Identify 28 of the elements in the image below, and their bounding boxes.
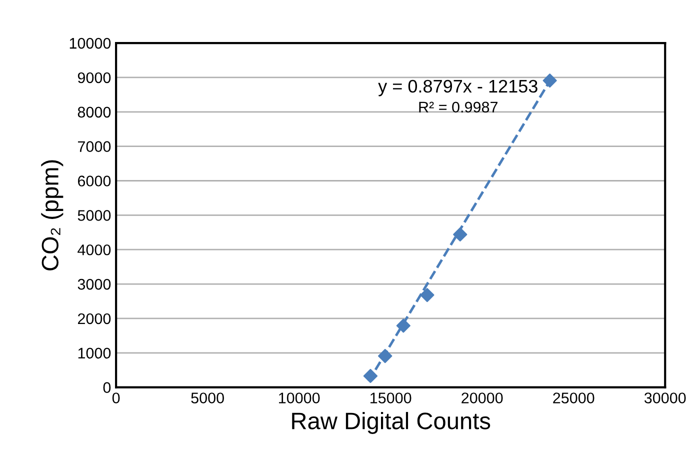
y-tick-label: 0 — [103, 382, 111, 393]
y-tick-label: 10000 — [70, 38, 111, 49]
point — [453, 227, 468, 242]
x-tick-label: 5000 — [191, 392, 224, 404]
point — [378, 348, 392, 364]
y-tick-label: 8000 — [78, 106, 111, 118]
y-tick-label: 5000 — [78, 210, 111, 221]
x-tick-label: 0 — [112, 392, 120, 404]
y-tick-label: 7000 — [78, 141, 111, 152]
annotation: y = 0.8797x - 12153 — [378, 80, 538, 96]
x-tick-label: 25000 — [553, 392, 594, 404]
y-tick-label: 6000 — [78, 176, 111, 186]
point — [396, 318, 410, 333]
x-tick-label: 30000 — [644, 392, 686, 404]
x-tick-label: 20000 — [462, 392, 503, 404]
point — [542, 74, 557, 88]
y-tick-label: 4000 — [78, 244, 111, 256]
y-tick-label: 2000 — [78, 313, 111, 324]
point — [363, 368, 378, 384]
x-axis-title: Raw Digital Counts — [292, 412, 490, 434]
y-tick-label: 3000 — [78, 278, 111, 290]
y-tick-label: 9000 — [78, 72, 111, 84]
x-tick-label: 10000 — [279, 392, 320, 404]
x-tick-label: 15000 — [370, 392, 412, 404]
y-axis-title: CO₂ (ppm) — [41, 160, 64, 270]
y-tick-label: 1000 — [78, 348, 111, 359]
annotation: R² = 0.9987 — [419, 102, 498, 113]
point — [420, 288, 434, 302]
